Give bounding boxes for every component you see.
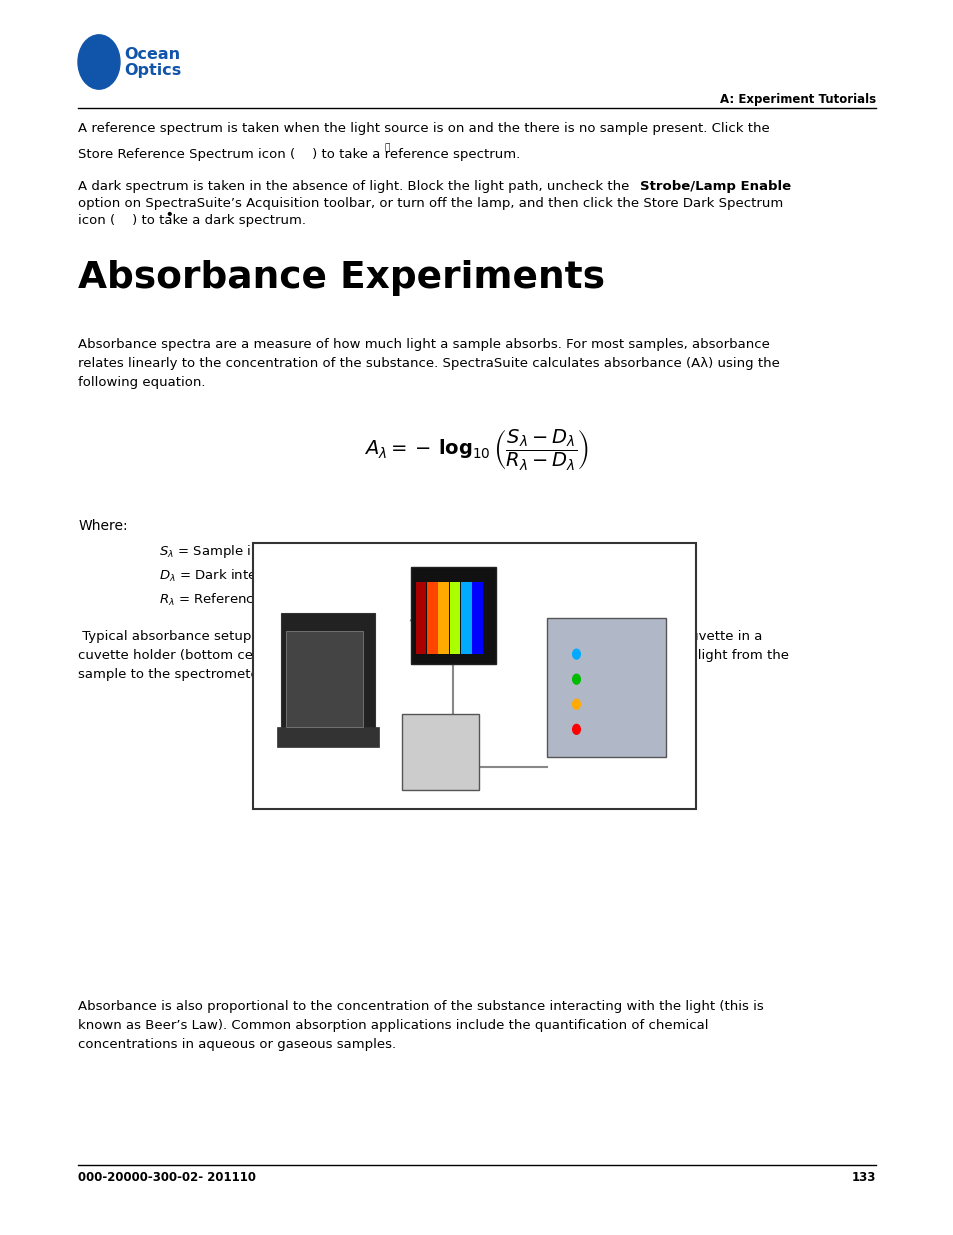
Text: $\mathit{A}_{\lambda} = -\,\mathbf{log}_{10}\,\left(\dfrac{S_{\lambda} - D_{\lam: $\mathit{A}_{\lambda} = -\,\mathbf{log}_… — [364, 427, 589, 473]
Text: A: Experiment Tutorials: A: Experiment Tutorials — [719, 93, 875, 105]
Text: $\mathit{S}_{\lambda}$ = Sample intensity at wavelength λ: $\mathit{S}_{\lambda}$ = Sample intensit… — [159, 543, 416, 559]
Text: Absorbance Experiments: Absorbance Experiments — [78, 261, 604, 296]
Bar — [546, 618, 665, 757]
Bar — [437, 582, 449, 653]
Text: Store Reference Spectrum icon (    ) to take a reference spectrum.: Store Reference Spectrum icon ( ) to tak… — [78, 148, 520, 161]
Bar — [281, 613, 375, 740]
Text: Typical absorbance setup:  The light source (far right) sends light via an input: Typical absorbance setup: The light sour… — [78, 630, 761, 643]
Text: sample to the spectrometer (top center) connected to the computer (far left).: sample to the spectrometer (top center) … — [78, 668, 598, 682]
Text: ⚫: ⚫ — [165, 210, 172, 219]
Bar — [402, 714, 478, 790]
Text: Where:: Where: — [78, 519, 128, 534]
Text: 133: 133 — [850, 1171, 875, 1184]
Circle shape — [572, 650, 579, 659]
Text: Ocean: Ocean — [124, 47, 180, 62]
Bar — [253, 543, 696, 809]
Text: concentrations in aqueous or gaseous samples.: concentrations in aqueous or gaseous sam… — [78, 1039, 395, 1051]
Bar — [472, 582, 482, 653]
Text: Absorbance spectra are a measure of how much light a sample absorbs. For most sa: Absorbance spectra are a measure of how … — [78, 338, 769, 351]
Bar — [411, 567, 496, 663]
Circle shape — [572, 699, 579, 709]
Text: 🔆: 🔆 — [385, 143, 390, 152]
Text: known as Beer’s Law). Common absorption applications include the quantification : known as Beer’s Law). Common absorption … — [78, 1019, 708, 1032]
Text: Absorbance is also proportional to the concentration of the substance interactin: Absorbance is also proportional to the c… — [78, 1000, 763, 1013]
Circle shape — [572, 674, 579, 684]
Text: A reference spectrum is taken when the light source is on and the there is no sa: A reference spectrum is taken when the l… — [78, 122, 769, 135]
Text: 000-20000-300-02- 201110: 000-20000-300-02- 201110 — [78, 1171, 256, 1184]
Circle shape — [78, 35, 120, 89]
Text: icon (    ) to take a dark spectrum.: icon ( ) to take a dark spectrum. — [78, 214, 306, 227]
Text: $\mathit{D}_{\lambda}$ = Dark intensity at wavelength λ: $\mathit{D}_{\lambda}$ = Dark intensity … — [159, 567, 400, 584]
Circle shape — [572, 725, 579, 735]
Text: A dark spectrum is taken in the absence of light. Block the light path, uncheck : A dark spectrum is taken in the absence … — [78, 180, 633, 193]
Bar — [449, 582, 459, 653]
Text: Optics: Optics — [124, 63, 181, 78]
Bar — [286, 631, 362, 726]
Text: Strobe/Lamp Enable: Strobe/Lamp Enable — [639, 180, 790, 193]
Bar — [416, 582, 426, 653]
Bar — [427, 582, 437, 653]
Text: $\mathit{R}_{\lambda}$ = Reference intensity at wavelength λ: $\mathit{R}_{\lambda}$ = Reference inten… — [159, 592, 436, 608]
Bar — [460, 582, 471, 653]
Text: option on SpectraSuite’s Acquisition toolbar, or turn off the lamp, and then cli: option on SpectraSuite’s Acquisition too… — [78, 198, 782, 210]
Bar — [276, 726, 378, 747]
Text: cuvette holder (bottom center). The light interacts with the sample. The output : cuvette holder (bottom center). The ligh… — [78, 650, 788, 662]
Text: following equation.: following equation. — [78, 377, 206, 389]
Text: relates linearly to the concentration of the substance. SpectraSuite calculates : relates linearly to the concentration of… — [78, 357, 780, 370]
